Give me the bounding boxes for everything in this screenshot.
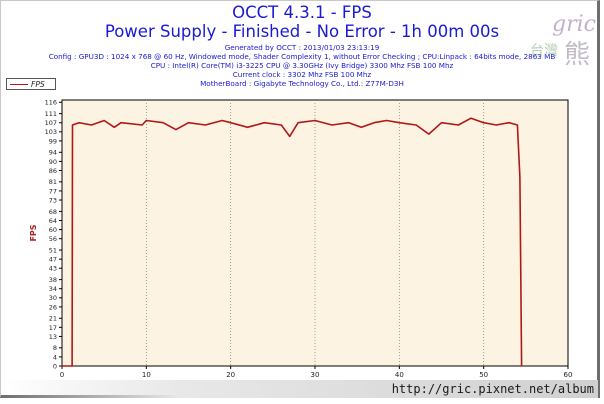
config-line: Config : GPU3D : 1024 x 768 @ 60 Hz, Win… bbox=[48, 52, 556, 61]
chart-title: OCCT 4.3.1 - FPS bbox=[232, 3, 372, 22]
cpu-line: CPU : Intel(R) Core(TM) i3-3225 CPU @ 3.… bbox=[150, 61, 454, 70]
watermark-text: gric bbox=[552, 12, 596, 37]
legend-swatch bbox=[10, 84, 28, 86]
chart-subtitle: Power Supply - Finished - No Error - 1h … bbox=[104, 22, 500, 41]
legend: FPS bbox=[6, 78, 56, 90]
footer-bar: http://gric.pixnet.net/album bbox=[0, 380, 598, 398]
watermark-glyph: 熊 bbox=[563, 40, 590, 70]
motherboard-line: MotherBoard : Gigabyte Technology Co., L… bbox=[200, 79, 404, 88]
legend-label: FPS bbox=[31, 80, 45, 89]
clock-line: Current clock : 3302 Mhz FSB 100 Mhz bbox=[232, 70, 372, 79]
watermark-logo: gric 台灣 熊 bbox=[518, 12, 596, 70]
footer-url: http://gric.pixnet.net/album bbox=[391, 382, 594, 396]
generated-line: Generated by OCCT : 2013/01/03 23:13:19 bbox=[224, 43, 380, 52]
watermark-small-glyph: 台灣 bbox=[530, 43, 558, 59]
